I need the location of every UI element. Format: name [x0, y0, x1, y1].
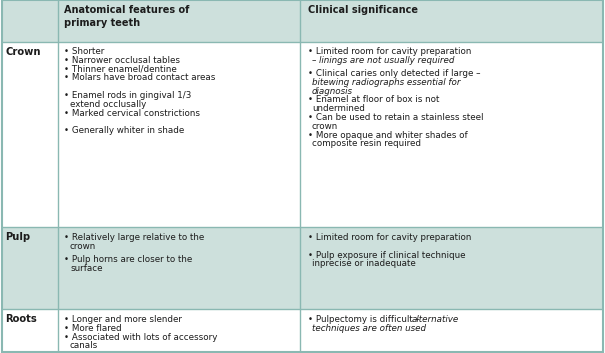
Text: Crown: Crown	[5, 47, 41, 57]
Text: crown: crown	[312, 122, 338, 131]
Text: • Enamel at floor of box is not: • Enamel at floor of box is not	[308, 95, 439, 104]
Text: • Molars have broad contact areas: • Molars have broad contact areas	[64, 73, 215, 82]
Text: • Pulp exposure if clinical technique: • Pulp exposure if clinical technique	[308, 251, 465, 259]
Text: • More flared: • More flared	[64, 324, 122, 333]
Text: diagnosis: diagnosis	[312, 86, 353, 96]
Text: –: –	[312, 56, 319, 65]
Text: Pulp: Pulp	[5, 232, 30, 242]
Text: • Longer and more slender: • Longer and more slender	[64, 315, 182, 324]
Text: inprecise or inadequate: inprecise or inadequate	[312, 259, 416, 268]
Text: techniques are often used: techniques are often used	[312, 324, 426, 333]
Text: • Narrower occlusal tables: • Narrower occlusal tables	[64, 56, 180, 65]
Text: Clinical significance: Clinical significance	[308, 5, 418, 15]
Text: • Associated with lots of accessory: • Associated with lots of accessory	[64, 333, 217, 342]
Text: • Relatively large relative to the: • Relatively large relative to the	[64, 233, 204, 242]
Text: • More opaque and whiter shades of: • More opaque and whiter shades of	[308, 131, 468, 139]
Text: extend occlusally: extend occlusally	[70, 100, 146, 109]
Text: Roots: Roots	[5, 314, 37, 324]
Text: undermined: undermined	[312, 104, 365, 113]
Text: surface: surface	[70, 264, 102, 273]
Text: • Thinner enamel/dentine: • Thinner enamel/dentine	[64, 65, 177, 73]
Text: • Shorter: • Shorter	[64, 47, 105, 56]
Text: • Enamel rods in gingival 1/3: • Enamel rods in gingival 1/3	[64, 91, 191, 100]
Text: Anatomical features of
primary teeth: Anatomical features of primary teeth	[64, 5, 189, 28]
Text: • Pulpectomy is difficult –: • Pulpectomy is difficult –	[308, 315, 423, 324]
Text: alternative: alternative	[412, 315, 459, 324]
Bar	[2, 309, 603, 353]
Text: • Limited room for cavity preparation: • Limited room for cavity preparation	[308, 233, 471, 242]
Text: • Pulp horns are closer to the: • Pulp horns are closer to the	[64, 255, 192, 264]
Text: • Generally whiter in shade: • Generally whiter in shade	[64, 126, 185, 135]
Text: canals: canals	[70, 341, 98, 351]
Text: crown: crown	[70, 242, 96, 251]
Text: • Limited room for cavity preparation: • Limited room for cavity preparation	[308, 47, 471, 56]
Text: • Marked cervical constrictions: • Marked cervical constrictions	[64, 109, 200, 118]
Text: • Can be used to retain a stainless steel: • Can be used to retain a stainless stee…	[308, 113, 483, 122]
Text: linings are not usually required: linings are not usually required	[319, 56, 454, 65]
Bar	[2, 42, 603, 227]
Text: bitewing radiographs essential for: bitewing radiographs essential for	[312, 78, 460, 87]
Text: composite resin required: composite resin required	[312, 139, 421, 148]
Text: • Clinical caries only detected if large –: • Clinical caries only detected if large…	[308, 69, 480, 78]
